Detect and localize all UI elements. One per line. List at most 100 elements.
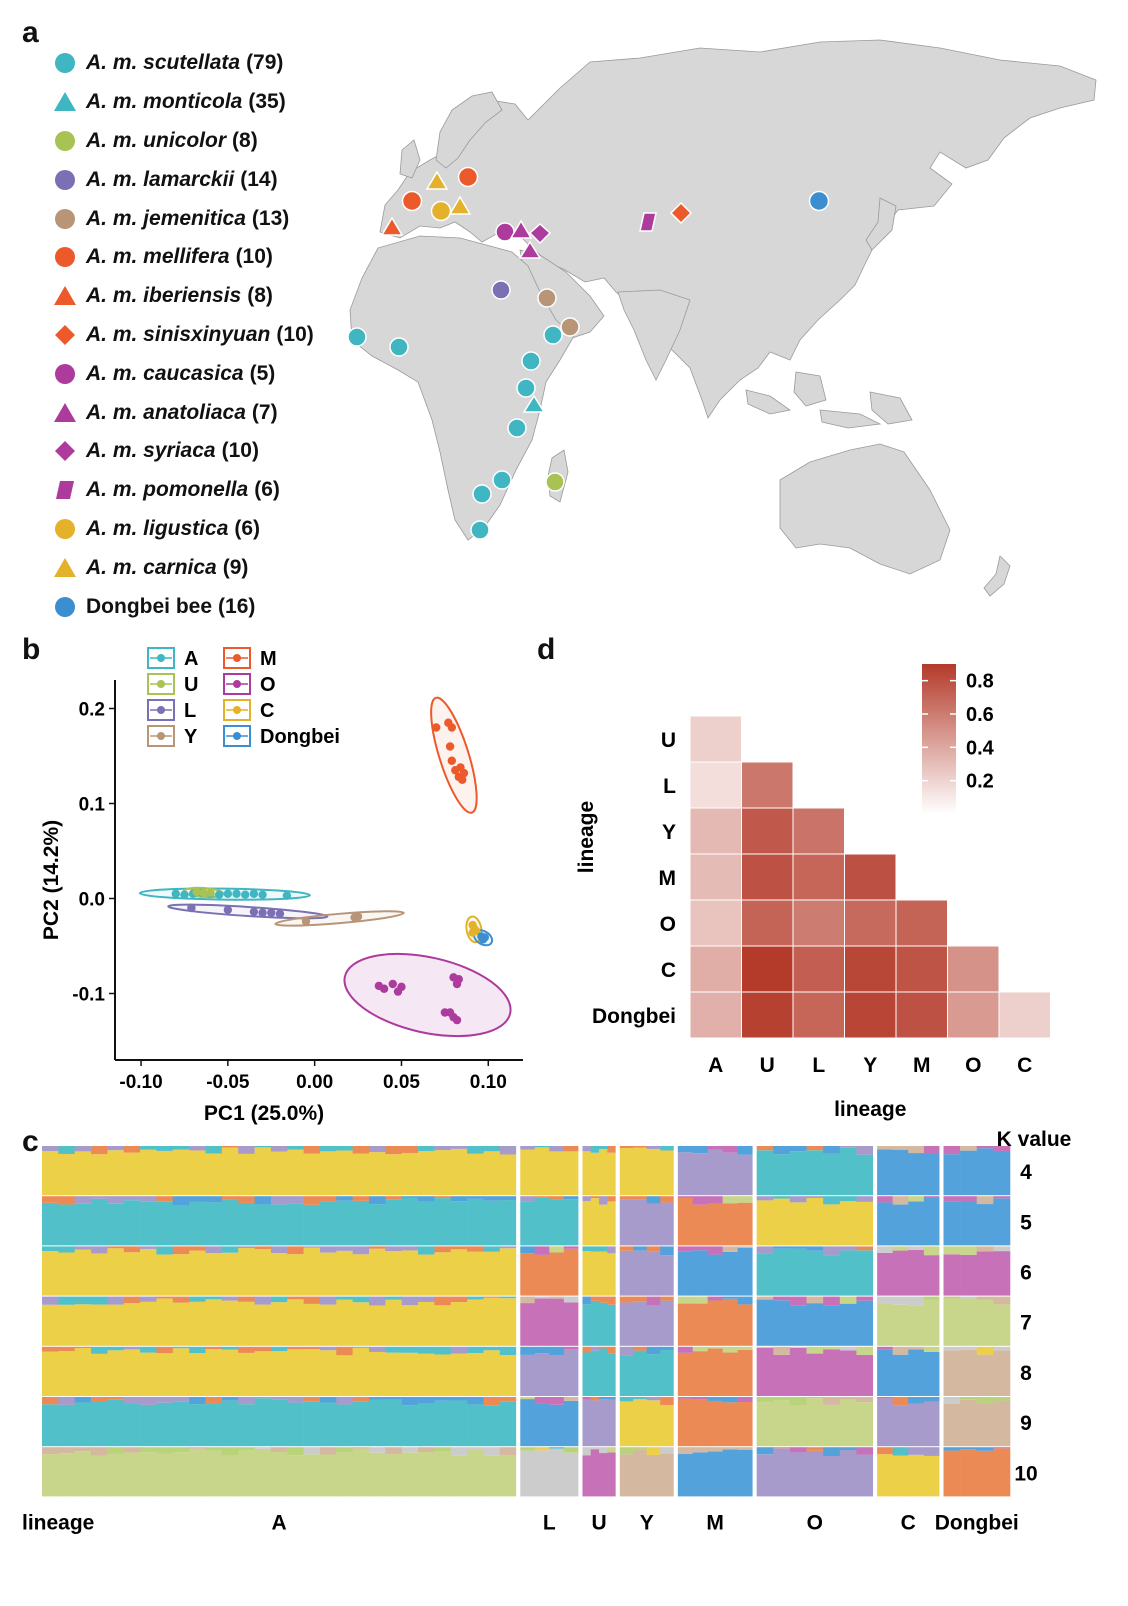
ancestry-bar-segment — [677, 1397, 694, 1399]
ancestry-bar-segment — [756, 1246, 774, 1254]
ancestry-bar-segment — [418, 1353, 435, 1396]
ancestry-bar-segment — [773, 1448, 791, 1497]
ancestry-bar-segment — [434, 1252, 452, 1296]
ancestry-bar-segment — [336, 1299, 353, 1346]
ancestry-bar-segment — [993, 1246, 1011, 1252]
ancestry-bar-segment — [599, 1149, 608, 1196]
ancestry-bar-segment — [707, 1146, 723, 1150]
legend-species-prefix: A. m. — [86, 439, 138, 463]
ancestry-bar-segment — [773, 1300, 791, 1346]
ancestry-bar-segment — [582, 1196, 592, 1202]
ancestry-bar-segment — [582, 1251, 592, 1296]
ancestry-bar-segment — [434, 1400, 452, 1447]
legend-entry: A. m. pomonella (6) — [50, 471, 314, 510]
ancestry-bar-segment — [737, 1247, 753, 1296]
ancestry-bar-segment — [385, 1299, 403, 1346]
ancestry-bar-segment — [91, 1455, 108, 1497]
group-separator — [578, 1146, 583, 1498]
ancestry-bar-segment — [923, 1346, 940, 1352]
ancestry-bar-segment — [483, 1146, 501, 1152]
ancestry-bar-segment — [123, 1349, 141, 1396]
ancestry-bar-segment — [534, 1403, 550, 1447]
ancestry-bar-segment — [221, 1447, 239, 1456]
group-separator — [615, 1146, 620, 1498]
colorbar-tick-label: 0.4 — [966, 737, 995, 759]
ancestry-bar-segment — [806, 1450, 824, 1497]
ancestry-bar-segment — [140, 1452, 157, 1497]
legend-circle-icon — [55, 53, 75, 74]
ancestry-bar-segment — [385, 1447, 403, 1455]
ancestry-bar-segment — [756, 1253, 774, 1296]
marker-scutellata — [389, 337, 409, 357]
y-tick-label: 0.1 — [79, 795, 106, 816]
data-point — [192, 887, 201, 897]
legend-circle-icon — [55, 247, 75, 268]
legend-subspecies-label: lamarckii — [137, 167, 235, 191]
ancestry-bar-segment — [520, 1149, 536, 1196]
column-label: U — [760, 1054, 775, 1077]
ancestry-bar-segment — [877, 1454, 893, 1497]
australia-landmass — [779, 443, 951, 575]
legend-marker-icon — [50, 594, 80, 620]
legend-key-box — [223, 725, 251, 747]
k-value-label: 4 — [1020, 1161, 1032, 1184]
ancestry-bar-segment — [42, 1296, 59, 1305]
ancestry-bar-segment — [58, 1146, 76, 1154]
ancestry-bar-segment — [156, 1453, 174, 1497]
data-point — [187, 903, 196, 913]
legend-circle-icon — [55, 363, 75, 384]
ancestry-bar-segment — [707, 1196, 723, 1204]
ancestry-bar-segment — [107, 1146, 125, 1151]
marker-scutellata — [543, 325, 563, 345]
ancestry-bar-segment — [336, 1447, 353, 1453]
ancestry-bar-segment — [270, 1302, 288, 1346]
ancestry-bar-segment — [660, 1300, 675, 1346]
ancestry-bar-segment — [336, 1150, 353, 1196]
ancestry-bar-segment — [806, 1296, 824, 1304]
ancestry-bar-segment — [892, 1405, 909, 1447]
southeast-asia-islands — [745, 371, 913, 429]
ancestry-bar-segment — [91, 1296, 108, 1305]
ancestry-bar-segment — [483, 1151, 501, 1196]
ancestry-bar-segment — [205, 1403, 223, 1447]
ancestry-bar-segment — [270, 1146, 288, 1152]
ancestry-bar-segment — [123, 1196, 141, 1201]
legend-species-prefix: A. m. — [86, 516, 138, 540]
ancestry-bar-segment — [722, 1296, 738, 1299]
ancestry-bar-segment — [520, 1296, 536, 1304]
ancestry-bar-segment — [607, 1447, 616, 1453]
ancestry-bar-segment — [756, 1146, 774, 1151]
legend-diamond-icon — [55, 324, 75, 345]
ancestry-bar-segment — [238, 1246, 255, 1249]
ancestry-bar-segment — [877, 1296, 893, 1304]
ancestry-bar-segment — [806, 1246, 824, 1251]
legend-species-prefix: A. m. — [86, 90, 138, 114]
ancestry-bar-segment — [789, 1447, 807, 1453]
ancestry-bar-segment — [756, 1296, 774, 1300]
ancestry-bar-segment — [677, 1346, 694, 1353]
ancestry-bar-segment — [722, 1203, 738, 1246]
ancestry-bar-segment — [74, 1249, 92, 1296]
legend-triangle-icon — [54, 92, 76, 112]
ancestry-bar-segment — [189, 1346, 206, 1354]
legend-marker-icon — [50, 361, 80, 387]
k-value-label: 10 — [1014, 1462, 1037, 1485]
ancestry-bar-segment — [943, 1450, 961, 1497]
ancestry-bar-segment — [467, 1346, 484, 1353]
ancestry-bar-segment — [254, 1397, 272, 1399]
ancestry-bar-segment — [976, 1296, 994, 1300]
ancestry-bar-segment — [677, 1146, 694, 1153]
ancestry-bar-segment — [254, 1346, 272, 1352]
ancestry-bar-segment — [42, 1202, 59, 1246]
ancestry-bar-segment — [908, 1296, 925, 1306]
ancestry-bar-segment — [499, 1154, 517, 1196]
legend-subspecies-name: A. m. lamarckii — [86, 168, 234, 192]
ancestry-bar-segment — [993, 1196, 1011, 1199]
data-point — [445, 742, 455, 751]
ancestry-bar-segment — [107, 1346, 125, 1351]
panel-letter-d: d — [537, 633, 556, 666]
ancestry-bar-segment — [385, 1199, 403, 1246]
ancestry-bar-segment — [993, 1400, 1011, 1447]
ancestry-bar-segment — [467, 1146, 484, 1154]
ancestry-bar-segment — [599, 1346, 608, 1349]
